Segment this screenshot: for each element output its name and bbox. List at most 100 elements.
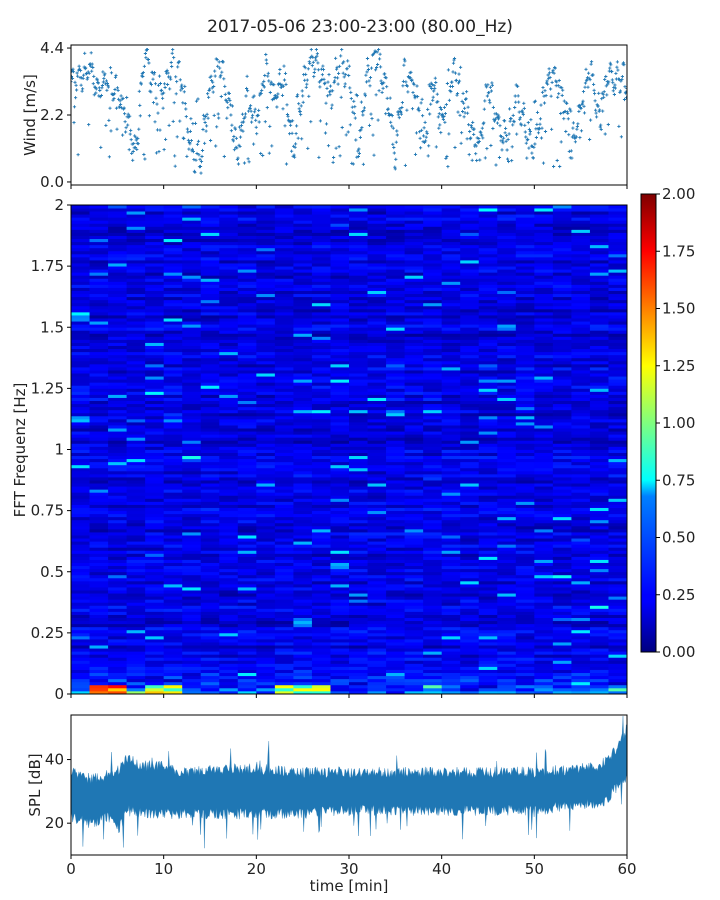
- spectrogram-cell: [219, 253, 239, 258]
- spectrogram-cell: [293, 275, 313, 279]
- spectrogram-cell: [441, 657, 461, 661]
- spectrogram-cell: [237, 522, 257, 527]
- spectrogram-cell: [552, 687, 572, 692]
- spectrogram-cell: [441, 443, 461, 447]
- spectrogram-cell: [89, 302, 109, 307]
- spectrogram-cell: [571, 272, 591, 276]
- spectrogram-cell: [386, 669, 405, 674]
- spectrogram-cell: [274, 370, 294, 374]
- spectrogram-cell: [497, 687, 517, 692]
- spectrogram-cell: [200, 611, 220, 615]
- spectrogram-cell: [515, 321, 535, 325]
- spectrogram-cell: [515, 336, 535, 340]
- spectrogram-cell: [515, 556, 535, 560]
- spectrogram-cell: [571, 452, 591, 457]
- spectrogram-cell: [311, 266, 331, 270]
- spectrogram-cell: [571, 223, 591, 227]
- spectrogram-cell: [460, 602, 480, 606]
- spectrogram-cell: [497, 486, 517, 490]
- spectrogram-cell: [404, 388, 424, 392]
- spectrogram-cell: [126, 504, 146, 508]
- spectrogram-cell: [126, 373, 146, 377]
- spectrogram-cell: [534, 452, 554, 457]
- spectrogram-cell: [219, 614, 239, 618]
- spectrogram-cell: [349, 391, 368, 395]
- spectrogram-cell: [126, 596, 146, 600]
- spectrogram-cell: [589, 455, 609, 460]
- spectrogram-cell: [386, 235, 405, 240]
- spectrogram-cell: [145, 229, 165, 233]
- spectrogram-cell: [293, 559, 313, 563]
- spectrogram-cell: [145, 565, 165, 570]
- spectrogram-cell: [515, 214, 535, 218]
- spectrogram-cell: [460, 226, 480, 230]
- spectrogram-cell: [367, 513, 387, 518]
- spectrogram-cell: [274, 519, 294, 524]
- spectrogram-cell: [367, 446, 387, 450]
- spectrogram-cell: [589, 321, 609, 325]
- spectrogram-cell: [404, 528, 424, 533]
- spectrogram-cell: [330, 266, 350, 270]
- spectrogram-cell: [182, 211, 202, 215]
- spectrogram-cell: [386, 690, 405, 695]
- spectrogram-cell: [274, 269, 294, 273]
- spectrogram-cell: [163, 587, 183, 591]
- spectrogram-cell: [219, 495, 239, 499]
- spectrogram-cell: [423, 559, 443, 563]
- spectrogram-cell: [515, 272, 535, 276]
- spectrogram-cell: [108, 247, 127, 252]
- spectrogram-cell: [219, 330, 239, 334]
- spectrogram-cell: [571, 464, 591, 469]
- spectrogram-cell: [349, 360, 368, 365]
- spectrogram-cell: [330, 400, 350, 405]
- spectrogram-cell: [571, 510, 591, 515]
- spectrogram-cell: [386, 638, 405, 643]
- spectrogram-cell: [126, 538, 146, 542]
- spectrogram-cell: [386, 253, 405, 258]
- spectrogram-cell: [571, 379, 591, 383]
- spectrogram-cell: [163, 473, 183, 478]
- spectrogram-cell: [108, 510, 127, 515]
- spectrogram-cell: [404, 412, 424, 417]
- spectrogram-cell: [386, 629, 405, 634]
- spectrogram-cell: [571, 281, 591, 285]
- spectrogram-cell: [256, 208, 276, 212]
- spectrogram-cell: [552, 284, 572, 288]
- spectrogram-cell: [589, 562, 609, 567]
- spectrogram-cell: [552, 373, 572, 377]
- spectrogram-cell: [311, 541, 331, 545]
- spectrogram-cell: [311, 651, 331, 655]
- spectrogram-cell: [460, 593, 480, 597]
- spectrogram-cell: [108, 605, 127, 609]
- spectrogram-cell: [552, 599, 572, 603]
- spectrogram-cell: [441, 223, 461, 227]
- spectrogram-cell: [89, 330, 109, 334]
- spectrogram-cell: [311, 473, 331, 478]
- spectrogram-cell: [200, 556, 220, 560]
- spectrogram-cell: [552, 208, 572, 212]
- spectrogram-cell: [552, 342, 572, 346]
- colorbar-tick-label: 0.50: [662, 529, 695, 547]
- spectrogram-cell: [608, 538, 628, 542]
- spectrogram-cell: [89, 532, 109, 536]
- spectrogram-cell: [108, 590, 127, 594]
- spectrogram-cell: [589, 486, 609, 490]
- spectrogram-cell: [423, 278, 443, 282]
- spectrogram-cell: [589, 272, 609, 276]
- spectrogram-cell: [497, 642, 517, 646]
- spectrogram-cell: [534, 266, 554, 270]
- spectrogram-cell: [349, 638, 368, 643]
- spectrogram-cell: [274, 480, 294, 484]
- spectrogram-cell: [330, 504, 350, 508]
- spectrogram-cell: [478, 400, 498, 405]
- spectrogram-cell: [163, 470, 183, 475]
- spectrogram-cell: [460, 327, 480, 331]
- spectrogram-cell: [71, 614, 90, 618]
- spectrogram-cell: [237, 275, 257, 279]
- spectrogram-cell: [126, 223, 146, 227]
- spectrogram-cell: [423, 654, 443, 658]
- spectrogram-cell: [441, 681, 461, 686]
- spectrogram-cell: [515, 263, 535, 267]
- spectrogram-cell: [89, 599, 109, 603]
